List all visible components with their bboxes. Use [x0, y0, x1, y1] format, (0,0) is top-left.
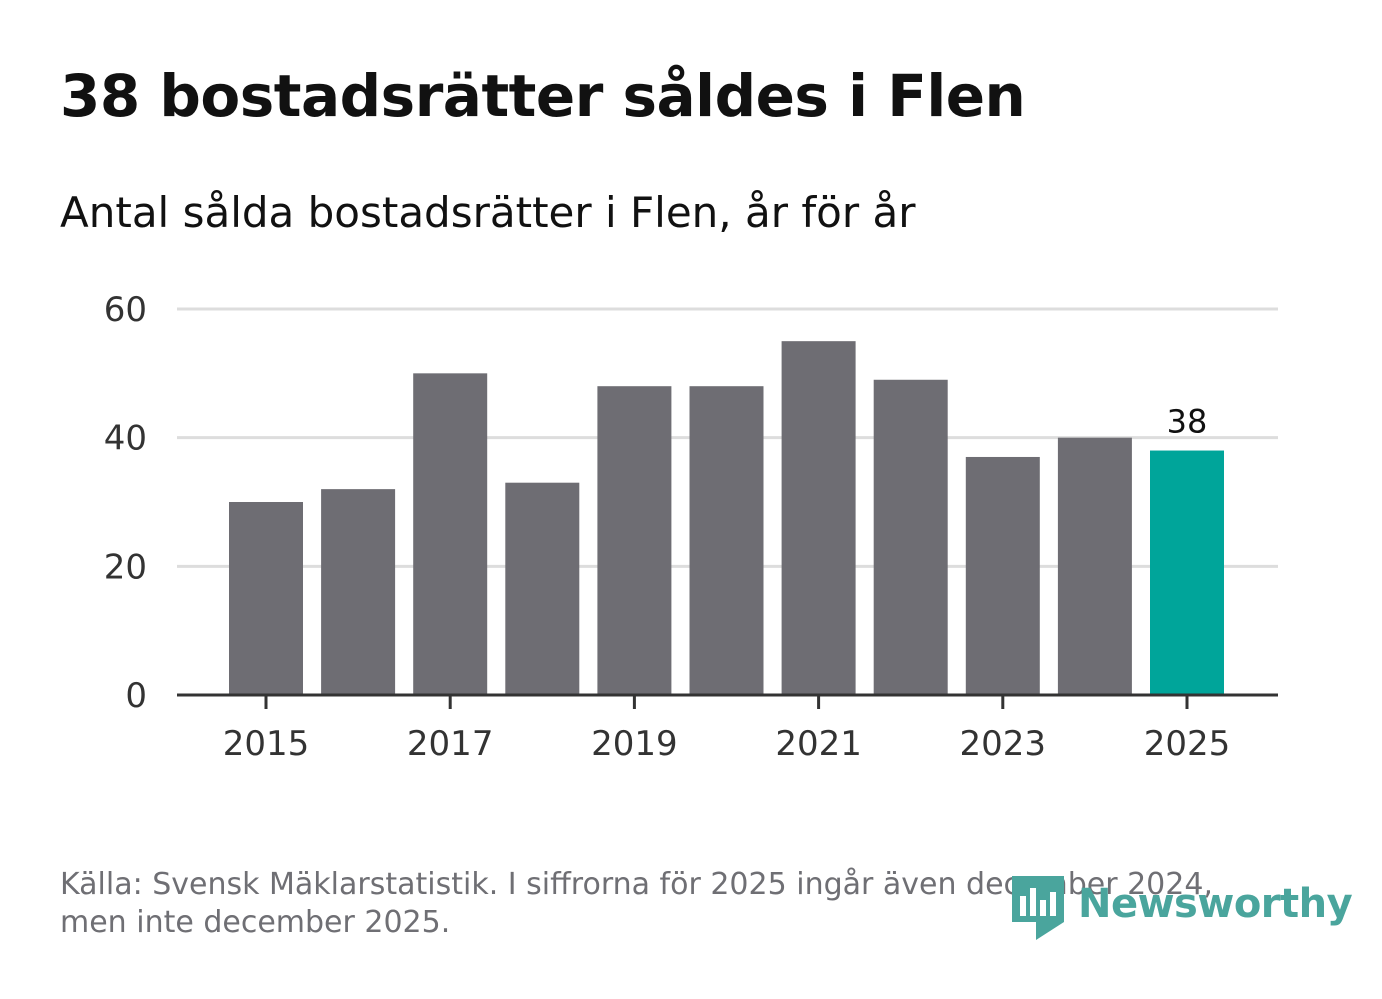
bar-chart: 0 20 40 60 2015 2017 2019 2021 2023 38 2025 [104, 290, 1278, 764]
x-tick-label-2025: 2025 [1144, 724, 1231, 764]
bar-2021 [781, 341, 856, 695]
bar-2024 [1057, 437, 1132, 695]
y-tick-label-40: 40 [104, 419, 147, 459]
logo-text: Newsworthy [1078, 881, 1353, 927]
x-tick-label-2019: 2019 [591, 724, 678, 764]
x-tick-label-2021: 2021 [775, 724, 862, 764]
y-tick-label-20: 20 [104, 547, 147, 587]
data-label-2025: 38 [1167, 403, 1208, 441]
labels: 0 20 40 60 2015 2017 2019 2021 2023 38 2025 [104, 290, 1231, 764]
bar-2018 [505, 482, 580, 695]
newsworthy-logo-icon [1012, 876, 1064, 940]
bar-2020 [689, 386, 764, 695]
bar-2023 [965, 456, 1040, 695]
x-tick-label-2015: 2015 [223, 724, 310, 764]
bar-2019 [597, 386, 672, 695]
bar-2016 [321, 489, 396, 695]
newsworthy-logo: Newsworthy [1012, 876, 1353, 940]
bars [229, 341, 1224, 695]
bar-2017 [413, 373, 488, 695]
chart-title: 38 bostadsrätter såldes i Flen [60, 62, 1026, 130]
bar-2025 [1150, 450, 1224, 695]
y-tick-label-0: 0 [125, 676, 147, 716]
chart-subtitle: Antal sålda bostadsrätter i Flen, år för… [60, 188, 916, 237]
x-tick-label-2023: 2023 [960, 724, 1047, 764]
bar-2015 [229, 502, 303, 695]
x-tick-label-2017: 2017 [407, 724, 494, 764]
axes [177, 693, 1278, 709]
y-tick-label-60: 60 [104, 290, 147, 330]
bar-2022 [873, 379, 948, 695]
